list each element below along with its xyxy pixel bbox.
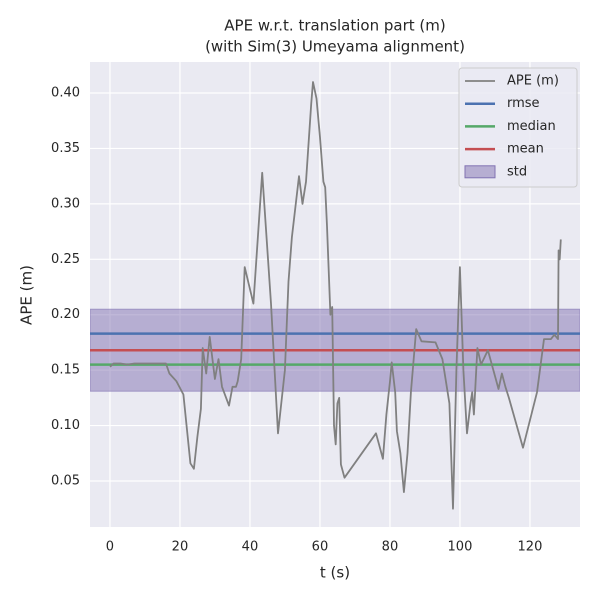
chart-title: APE w.r.t. translation part (m) — [224, 17, 445, 35]
y-tick-label: 0.35 — [51, 141, 80, 156]
plot — [90, 81, 580, 510]
legend-label: mean — [507, 142, 544, 157]
y-tick-label: 0.10 — [51, 418, 80, 433]
y-tick-label: 0.30 — [51, 196, 80, 211]
legend-label: median — [507, 119, 556, 134]
y-axis-label: APE (m) — [18, 265, 36, 325]
axes: 0 20 40 60 80 100 120 0.05 0.10 0.15 0.20 0.25 0.30 0… — [51, 86, 542, 555]
legend-label: std — [507, 164, 527, 179]
legend-label: APE (m) — [507, 74, 559, 89]
legend-label: rmse — [507, 96, 540, 111]
x-tick-label: 40 — [242, 540, 259, 555]
x-axis-label: t (s) — [320, 564, 350, 582]
legend: APE (m) rmse median mean std — [458, 67, 578, 188]
legend-patch — [464, 165, 496, 179]
x-tick-label: 80 — [382, 540, 399, 555]
chart-subtitle: (with Sim(3) Umeyama alignment) — [205, 38, 465, 56]
y-tick-label: 0.40 — [51, 86, 80, 101]
y-tick-label: 0.05 — [51, 473, 80, 488]
x-tick-label: 120 — [518, 540, 543, 555]
y-tick-label: 0.25 — [51, 252, 80, 267]
x-tick-label: 100 — [448, 540, 473, 555]
data-line — [109, 81, 562, 510]
y-tick-label: 0.15 — [51, 363, 80, 378]
x-tick-label: 60 — [312, 540, 329, 555]
y-tick-label: 0.20 — [51, 307, 80, 322]
x-tick-label: 20 — [172, 540, 189, 555]
legend-box — [458, 67, 578, 188]
x-tick-label: 0 — [106, 540, 114, 555]
